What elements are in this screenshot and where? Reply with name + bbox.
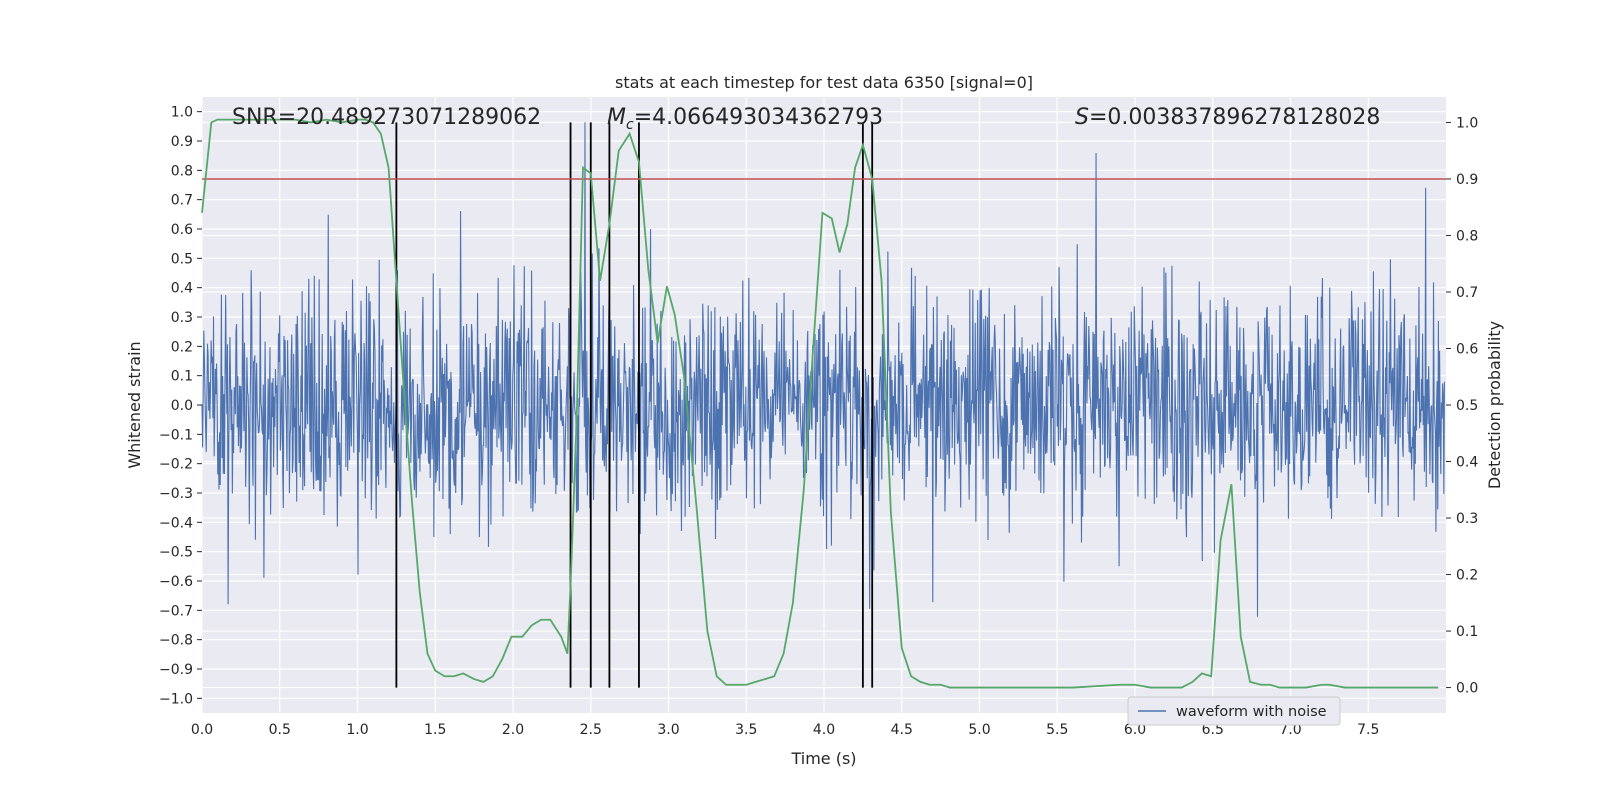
chirp-mass-subscript: c	[626, 117, 634, 133]
chart-title: stats at each timestep for test data 635…	[615, 73, 1033, 92]
y-tick-label: −0.3	[159, 486, 193, 502]
x-tick-label: 6.0	[1124, 722, 1146, 738]
waveform-with-noise-line	[201, 122, 1445, 617]
y2-tick-label: 0.0	[1456, 681, 1478, 697]
legend: waveform with noise	[1127, 696, 1341, 726]
y-tick-label: 0.1	[171, 369, 193, 385]
y-axis-label: Whitened strain	[125, 341, 144, 468]
y-tick-label: −0.1	[159, 427, 193, 443]
x-tick-label: 2.5	[580, 722, 602, 738]
chirp-mass-symbol: M	[607, 105, 626, 130]
x-tick-label: 7.5	[1357, 722, 1379, 738]
y-tick-label: 0.4	[171, 281, 193, 297]
s-value: =0.003837896278128028	[1089, 105, 1380, 130]
y-tick-label: −0.2	[159, 457, 193, 473]
s-annotation: S=0.003837896278128028	[1075, 105, 1380, 130]
y2-axis-ticks: 0.0 0.1 0.2 0.3 0.4 0.5 0.6 0.7 0.8 0.9 1.0	[1446, 115, 1478, 697]
y-tick-label: −1.0	[159, 691, 193, 707]
y-tick-label: 0.6	[171, 222, 193, 238]
y-tick-label: 1.0	[171, 105, 193, 121]
s-symbol: S	[1075, 105, 1089, 130]
y2-tick-label: 0.7	[1456, 285, 1478, 301]
waveform-series	[201, 122, 1445, 617]
x-tick-label: 2.0	[502, 722, 524, 738]
y-tick-label: 0.3	[171, 310, 193, 326]
y2-tick-label: 0.2	[1456, 568, 1478, 584]
y-tick-label: −0.8	[159, 633, 193, 649]
chirp-mass-value: =4.066493034362793	[634, 105, 883, 130]
y2-axis-label: Detection probability	[1485, 321, 1504, 489]
snr-annotation: SNR=20.489273071289062	[232, 105, 541, 130]
y-axis-ticks: −1.0 −0.9 −0.8 −0.7 −0.6 −0.5 −0.4 −0.3 −0.2 −0.1…	[159, 105, 202, 707]
y-tick-label: −0.7	[159, 603, 193, 619]
y2-tick-label: 0.1	[1456, 624, 1478, 640]
x-tick-label: 1.0	[346, 722, 368, 738]
y2-tick-label: 0.8	[1456, 228, 1478, 244]
y-tick-label: 0.7	[171, 193, 193, 209]
y2-tick-label: 0.4	[1456, 455, 1478, 471]
y-tick-label: 0.2	[171, 339, 193, 355]
y2-tick-label: 0.9	[1456, 172, 1478, 188]
x-tick-label: 7.0	[1279, 722, 1301, 738]
y2-tick-label: 0.5	[1456, 398, 1478, 414]
x-tick-label: 0.0	[191, 722, 213, 738]
x-tick-label: 5.0	[968, 722, 990, 738]
y2-tick-label: 1.0	[1456, 115, 1478, 131]
legend-label: waveform with noise	[1176, 704, 1327, 720]
detection-probability-line	[201, 118, 1439, 689]
x-axis-ticks: 0.0 0.5 1.0 1.5 2.0 2.5 3.0 3.5 4.0 4.5 5.0 5.5 6.0 6…	[191, 722, 1380, 738]
x-tick-label: 3.0	[657, 722, 679, 738]
legend-box	[1127, 696, 1341, 726]
y-tick-label: 0.5	[171, 251, 193, 267]
y2-tick-label: 0.3	[1456, 511, 1478, 527]
x-tick-label: 5.5	[1046, 722, 1068, 738]
x-tick-label: 1.5	[424, 722, 446, 738]
y-tick-label: −0.5	[159, 545, 193, 561]
y-tick-label: −0.6	[159, 574, 193, 590]
x-tick-label: 3.5	[735, 722, 757, 738]
y-tick-label: 0.0	[171, 398, 193, 414]
x-tick-label: 4.5	[891, 722, 913, 738]
y-tick-label: −0.9	[159, 662, 193, 678]
y-tick-label: 0.8	[171, 163, 193, 179]
x-tick-label: 6.5	[1202, 722, 1224, 738]
x-axis-label: Time (s)	[790, 749, 856, 768]
y2-tick-label: 0.6	[1456, 341, 1478, 357]
x-tick-label: 4.0	[813, 722, 835, 738]
y-tick-label: −0.4	[159, 515, 193, 531]
probability-series	[201, 118, 1439, 689]
x-tick-label: 0.5	[269, 722, 291, 738]
chirp-mass-annotation: Mc=4.066493034362793	[607, 105, 883, 133]
y-tick-label: 0.9	[171, 134, 193, 150]
